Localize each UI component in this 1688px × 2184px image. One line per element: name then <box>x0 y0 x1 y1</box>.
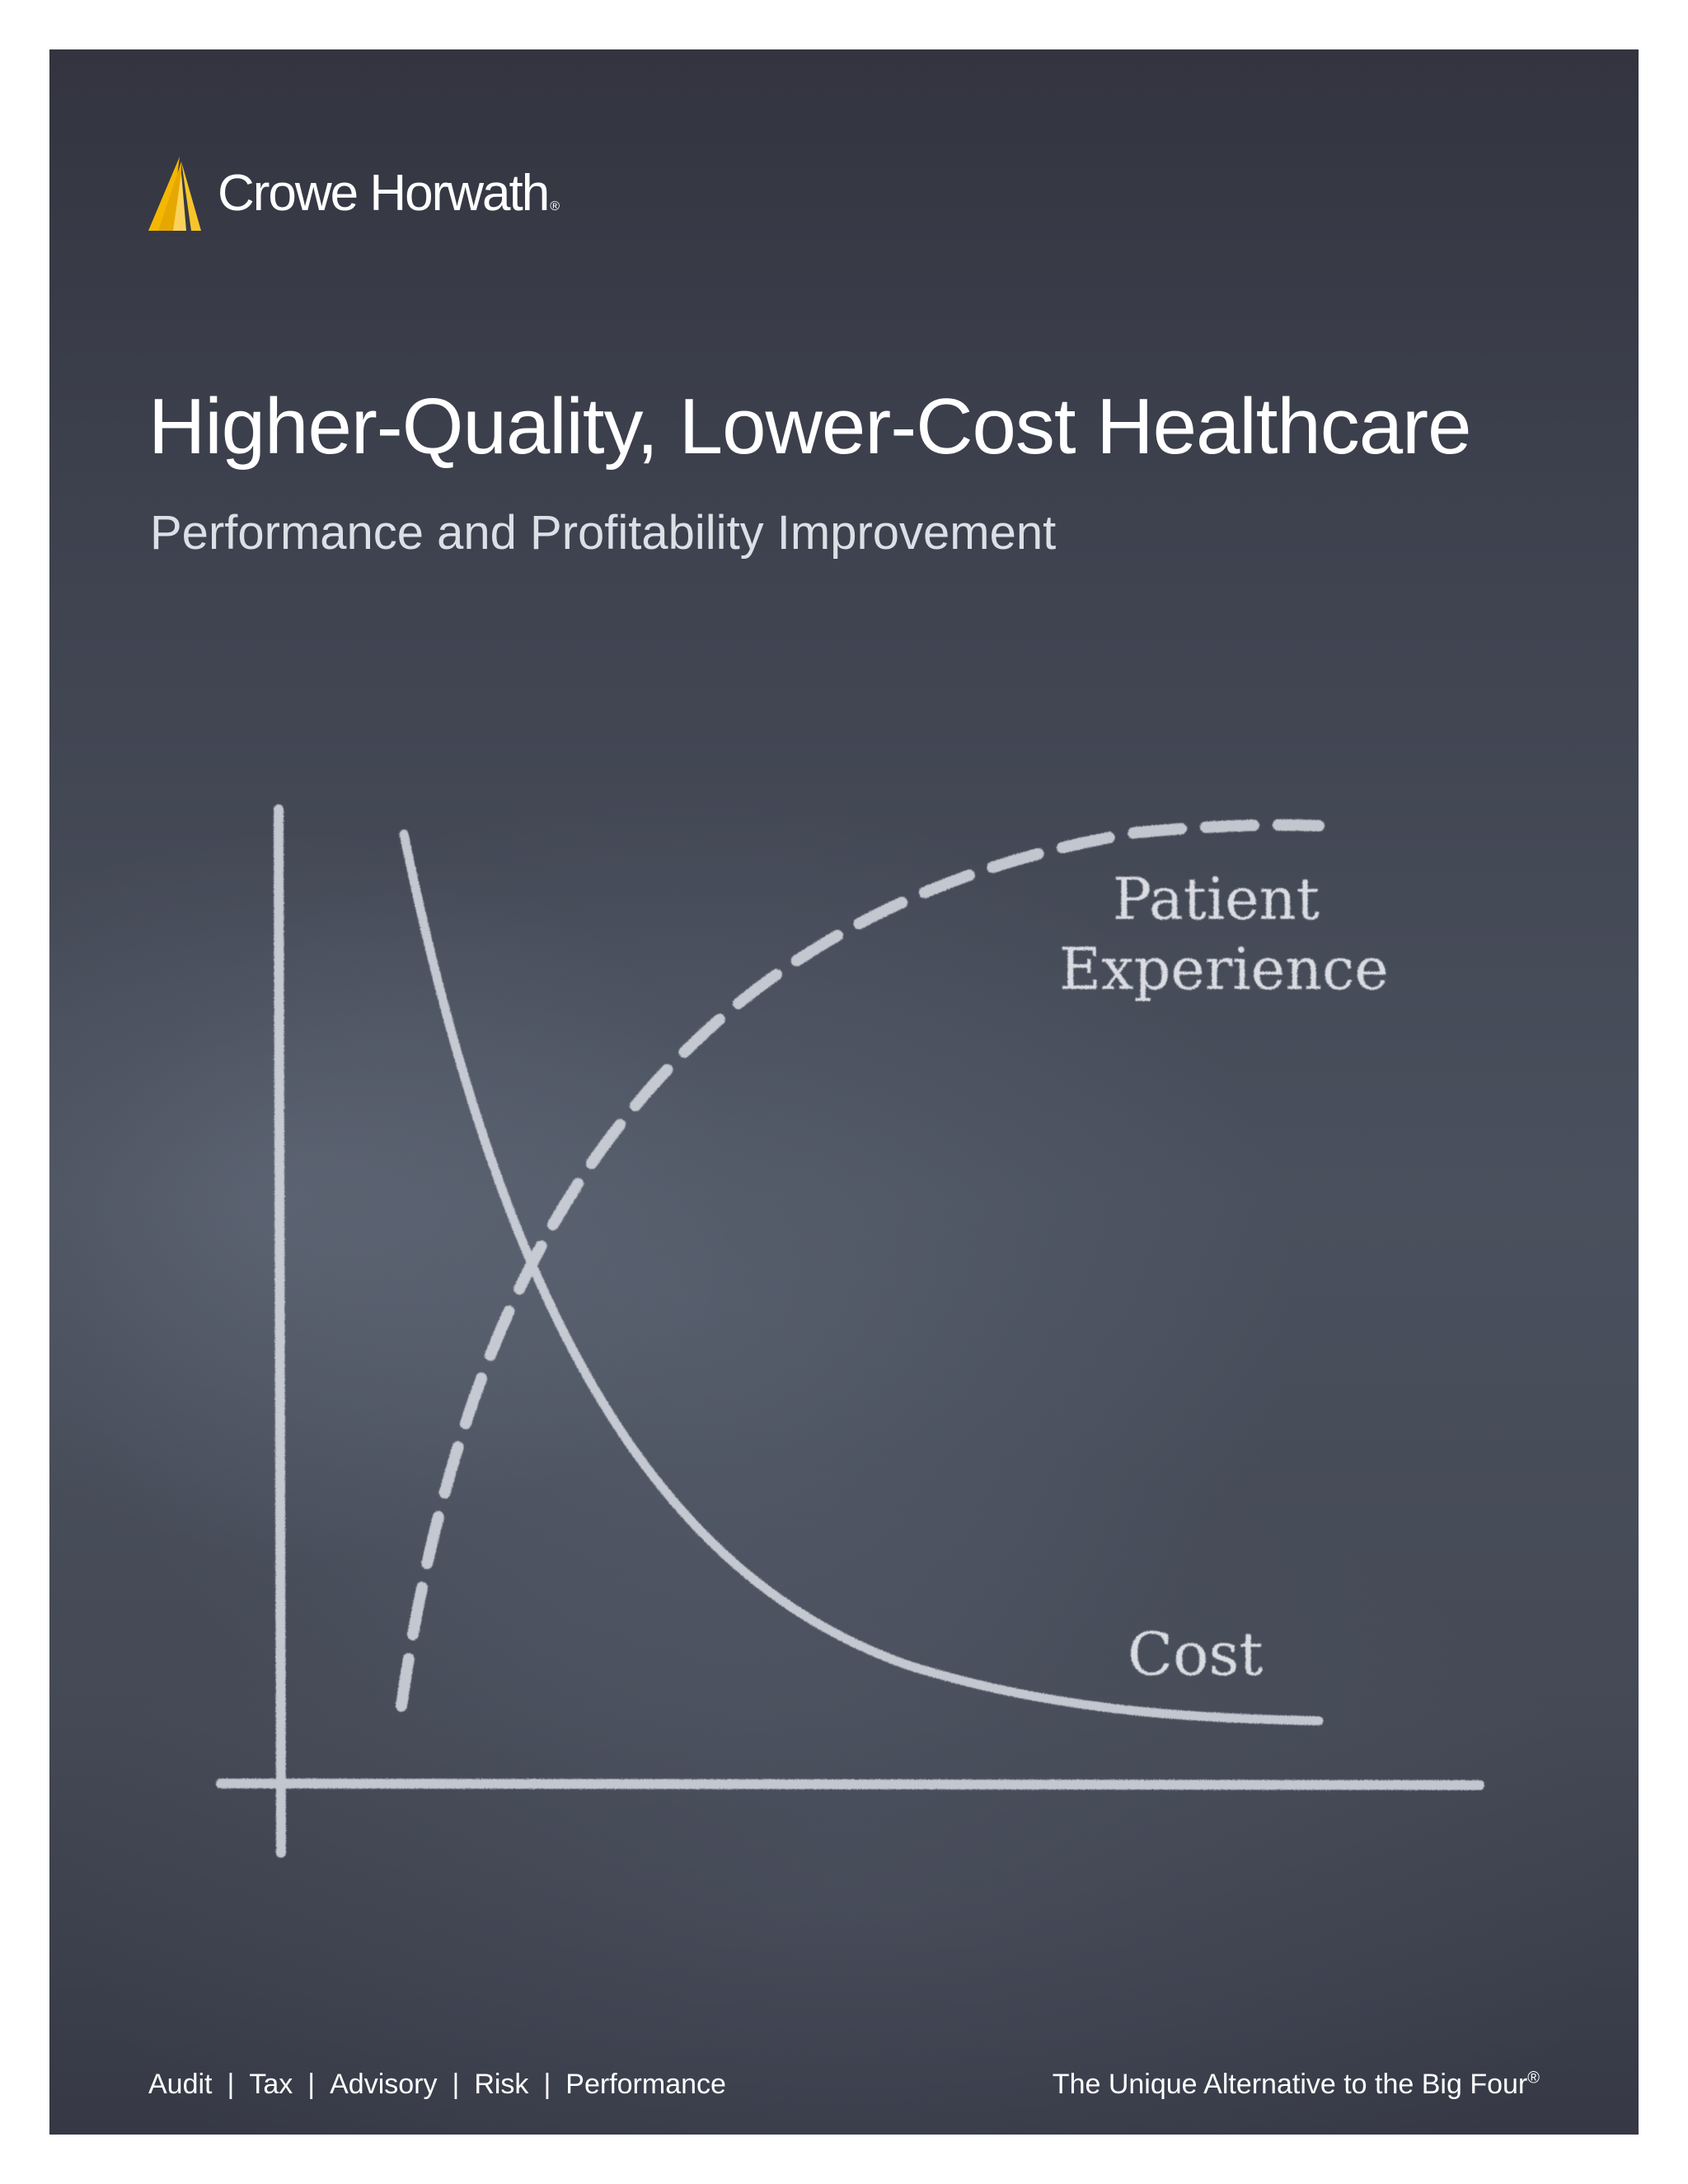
brand-name: Crowe Horwath ® <box>218 165 560 222</box>
services-list: Audit | Tax | Advisory | Risk | Performa… <box>148 2069 726 2101</box>
service-tax: Tax <box>249 2069 293 2100</box>
separator: | <box>307 2069 316 2100</box>
patient-label-line1: Patient <box>1113 865 1320 933</box>
page-title: Higher-Quality, Lower-Cost Healthcare <box>148 382 1472 471</box>
service-performance: Performance <box>565 2069 726 2100</box>
crowe-logo-icon <box>148 157 201 231</box>
patient-label-line2: Experience <box>1059 935 1389 1003</box>
y-axis-line <box>274 804 286 1858</box>
patient-experience-curve <box>396 818 1325 1712</box>
tagline-registered-mark: ® <box>1527 2069 1540 2088</box>
service-audit: Audit <box>148 2069 213 2100</box>
service-risk: Risk <box>474 2069 529 2100</box>
cost-curve <box>399 829 1324 1726</box>
chalkboard-cover: Crowe Horwath ® Higher-Quality, Lower-Cos… <box>49 49 1639 2135</box>
separator: | <box>543 2069 551 2100</box>
brand-logo: Crowe Horwath ® <box>148 157 560 231</box>
registered-mark: ® <box>550 199 560 213</box>
cost-label: Cost <box>1128 1619 1263 1689</box>
page-subtitle: Performance and Profitability Improvemen… <box>150 506 1057 560</box>
separator: | <box>227 2069 235 2100</box>
chalk-drawing: Patient Experience Cost <box>216 804 1484 1858</box>
x-axis-line <box>216 1779 1484 1790</box>
service-advisory: Advisory <box>330 2069 438 2100</box>
separator: | <box>452 2069 460 2100</box>
tagline: The Unique Alternative to the Big Four® <box>1052 2069 1540 2100</box>
